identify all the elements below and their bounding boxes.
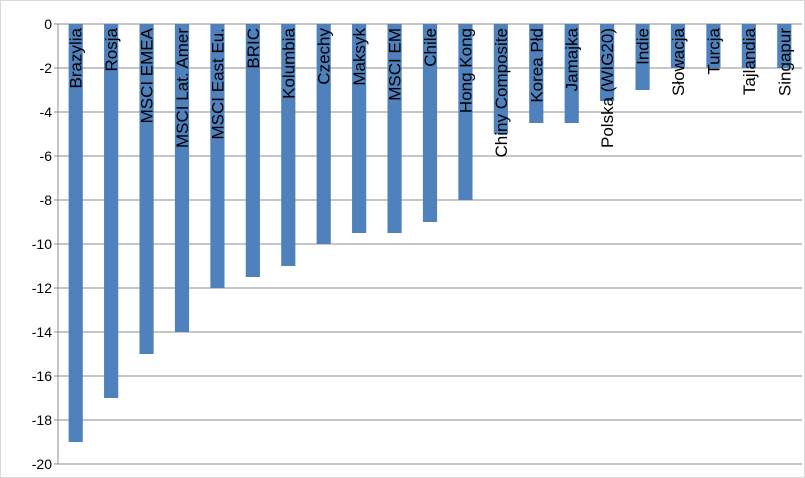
category-label: MSCI Lat. Amer [173,28,192,148]
category-label: Singapur [775,28,794,96]
bar [670,24,686,68]
category-label: Rosja [102,27,121,71]
y-tick-label: -2 [40,60,53,76]
y-tick-label: 0 [44,16,52,32]
bar [139,24,154,354]
category-label: Korea Płd [527,28,546,103]
category-label: BRIC [244,28,263,69]
category-labels: Brazylia Rosja MSCI EMEA MSCI Lat. Amer MSCI… [67,27,795,157]
category-label: Jamajka [563,27,582,91]
bar [458,24,473,200]
category-label: Tajlandia [740,27,759,95]
bar [387,24,402,233]
category-label: MSCI EMEA [138,27,157,123]
bar [316,24,331,244]
y-tick-label: -6 [40,148,53,164]
bar [210,24,225,288]
bar [281,24,296,266]
bar [493,24,508,134]
y-tick-label: -12 [32,280,52,296]
category-label: Czechy [315,28,334,85]
y-tick-label: -8 [40,192,53,208]
category-label: Kolumbia [279,27,298,98]
bar [529,24,544,123]
bar [635,24,650,90]
bar [706,24,721,68]
y-axis: 0 -2 -4 -6 -8 -10 -12 -14 -16 -18 -20 [32,16,59,472]
category-label: MSCI EM [386,28,405,101]
category-label: Indie [634,28,653,65]
category-label: MSCI East Eu. [208,28,227,139]
bar [741,24,756,68]
category-label: Brazylia [67,27,86,88]
category-label: Maksyk [350,28,369,86]
bar [422,24,438,222]
y-tick-label: -14 [32,324,52,340]
y-tick-label: -18 [32,412,52,428]
bar [245,24,260,277]
bar [564,24,579,123]
y-tick-label: -4 [40,104,53,120]
y-tick-label: -16 [32,368,52,384]
y-tick-label: -20 [32,456,52,472]
category-label: Chiny Composite [492,28,511,157]
category-label: Słowacja [669,27,688,96]
bar [68,24,83,442]
category-label: Polska (WIG20) [598,28,617,148]
bar [777,24,792,68]
category-label: Chile [421,28,440,67]
category-label: Hong Kong [456,28,475,113]
bar [352,24,367,233]
bar [600,24,615,101]
bars [68,24,792,442]
bar [174,24,190,332]
y-tick-label: -10 [32,236,52,252]
category-label: Turcja [704,27,723,74]
bar [104,24,119,398]
